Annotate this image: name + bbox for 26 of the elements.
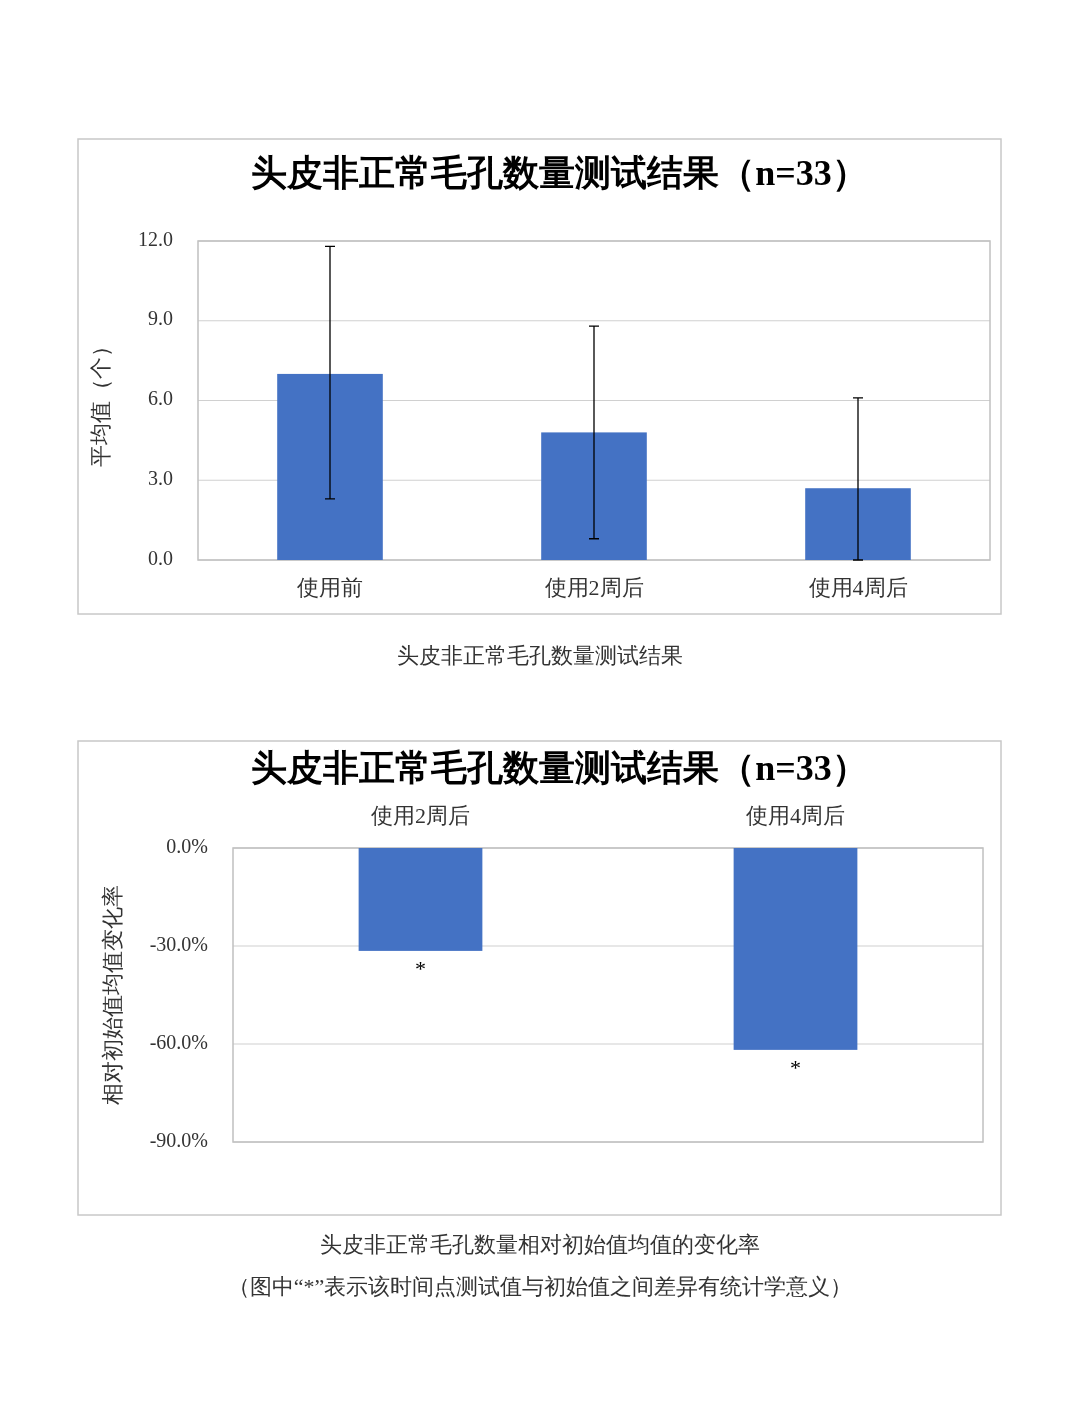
bar [277,373,383,560]
bar [805,488,911,560]
y-tick-label: 0.0% [166,834,208,857]
y-tick-label: -60.0% [149,1030,208,1053]
chart-title: 头皮非正常毛孔数量测试结果（n=33） [251,153,868,194]
y-tick-label: 0.0 [148,546,173,569]
text: （图中“*”表示该时间点测试值与初始值之间差异有统计学意义） [227,1274,853,1300]
y-axis-title: 相对初始值均值变化率 [100,885,126,1105]
annotation: * [790,1054,801,1080]
x-tick-label: 使用前 [297,575,363,601]
y-axis-title: 平均值（个） [88,334,114,467]
chart-title: 头皮非正常毛孔数量测试结果（n=33） [251,748,868,789]
text: 头皮非正常毛孔数量相对初始值均值的变化率 [320,1232,760,1258]
y-tick-label: 6.0 [148,387,173,410]
x-tick-label: 使用2周后 [544,575,644,601]
y-tick-label: -30.0% [149,932,208,955]
y-tick-label: 9.0 [148,307,173,330]
x-tick-label: 使用4周后 [808,575,908,601]
x-tick-label: 使用4周后 [746,803,845,829]
x-tick-label: 使用2周后 [371,803,470,829]
y-tick-label: 3.0 [148,466,173,489]
y-tick-label: -90.0% [149,1128,208,1151]
y-tick-label: 12.0 [138,227,173,250]
annotation: * [415,955,426,981]
text: 头皮非正常毛孔数量测试结果 [397,643,683,669]
bar [541,432,647,560]
